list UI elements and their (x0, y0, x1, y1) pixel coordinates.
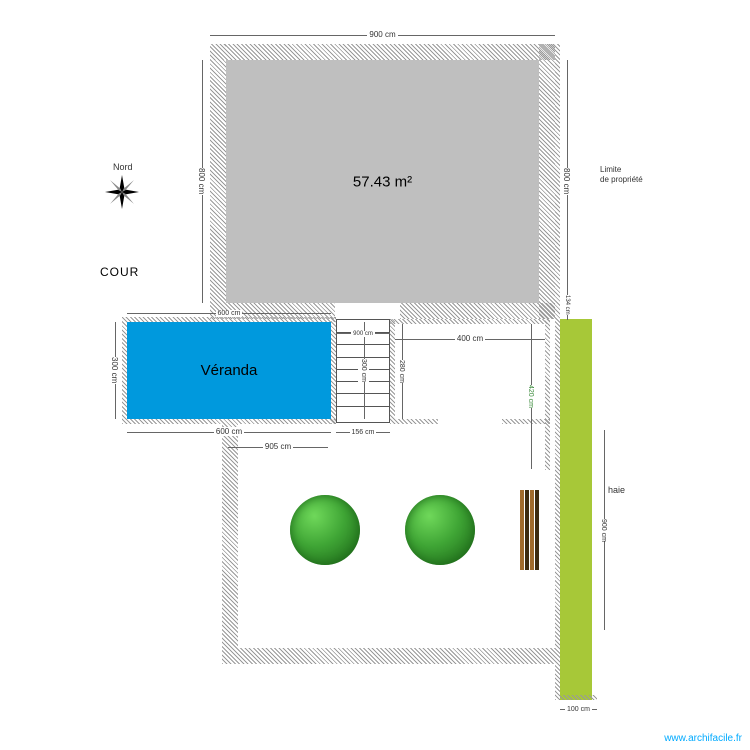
dim-bottom-100: 100 cm (560, 704, 597, 713)
lower-wall-left (222, 424, 238, 664)
watermark: www.archifacile.fr (664, 733, 742, 744)
dim-veranda-600a: 600 cm (127, 308, 331, 317)
dim-top-900: 900 cm (210, 30, 555, 39)
bush-1 (290, 495, 360, 565)
dim-veranda-600b: 600 cm (127, 427, 331, 436)
dim-right-800: 800 cm (560, 60, 573, 303)
terrace-wall-bottom-left (390, 419, 438, 424)
compass-icon (105, 175, 139, 209)
main-room-area: 57.43 m² (353, 173, 412, 190)
wall-main-right (539, 44, 555, 319)
wall-main-left (210, 44, 226, 319)
terrace-wall-right (545, 319, 550, 470)
dim-left-800: 800 cm (195, 60, 208, 303)
bush-2 (405, 495, 475, 565)
haie-label: haie (608, 485, 625, 495)
dim-right-134: 134 cm (562, 290, 572, 320)
veranda-room: Véranda (127, 322, 331, 419)
cour-label: COUR (100, 265, 139, 279)
dim-420: 420 cm (525, 324, 536, 469)
hedge (560, 319, 592, 700)
hedge-bottom-wall (555, 695, 597, 700)
lower-wall-bottom (222, 648, 560, 664)
dim-stair-156: 156 cm (336, 427, 390, 436)
wall-main-bottom-right (400, 303, 555, 319)
main-room: 57.43 m² (226, 60, 539, 303)
floor-plan: 57.43 m² Véranda (0, 0, 750, 750)
wall-main-top (210, 44, 555, 60)
dim-905: 905 cm (228, 442, 328, 451)
limite-label: Limite de propriété (600, 165, 643, 184)
dim-veranda-300: 300 cm (108, 322, 121, 419)
dim-terrace-400: 400 cm (395, 334, 545, 343)
bench (520, 490, 542, 570)
dim-280: 280 cm (396, 324, 407, 419)
dim-right-long: 900 cm (598, 430, 609, 630)
nord-label: Nord (113, 162, 133, 172)
veranda-label: Véranda (201, 362, 258, 379)
dim-stair-900: 900 cm (336, 328, 390, 337)
